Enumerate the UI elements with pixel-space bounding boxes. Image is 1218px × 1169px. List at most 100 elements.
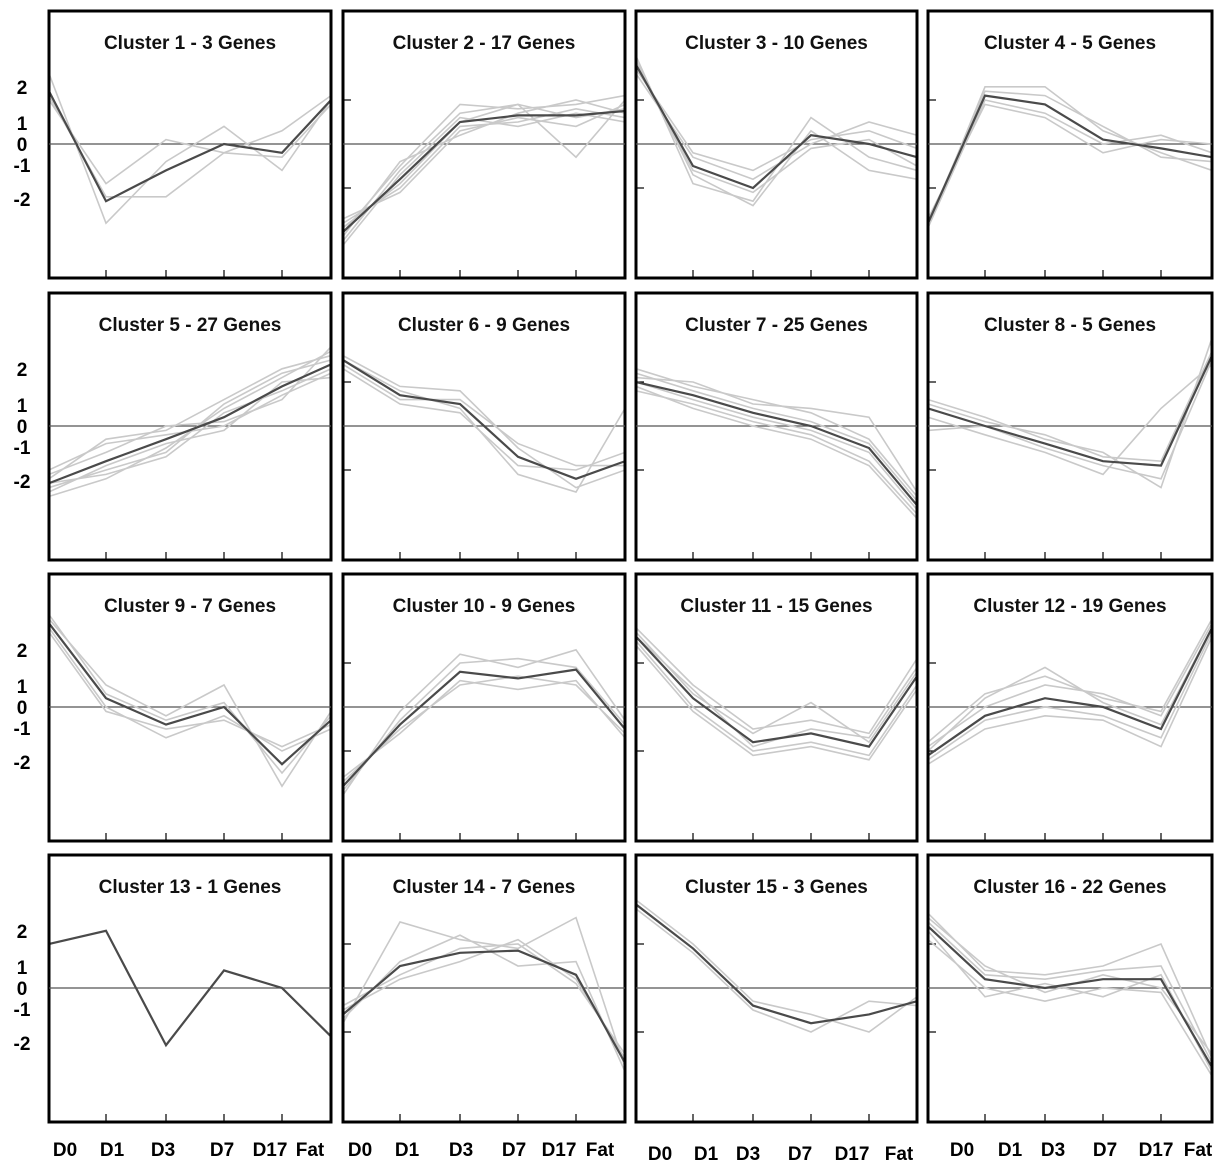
panel-title: Cluster 11 - 15 Genes — [680, 596, 872, 617]
gene-profile-line — [637, 645, 916, 761]
gene-profile-line — [344, 657, 624, 791]
gene-profile-line — [50, 347, 330, 475]
x-tick-label: D3 — [1041, 1140, 1065, 1161]
cluster-mean-line — [637, 381, 916, 506]
gene-profile-line — [929, 931, 1211, 1071]
gene-profile-line — [344, 675, 624, 782]
gene-profile-line — [929, 913, 1211, 1058]
panel-title: Cluster 10 - 9 Genes — [393, 596, 576, 617]
gene-profile-line — [929, 86, 1211, 227]
panel-title: Cluster 15 - 3 Genes — [685, 877, 868, 898]
panel-lines — [929, 86, 1211, 227]
panel-lines — [344, 355, 624, 493]
x-tick-label: D1 — [100, 1140, 125, 1161]
x-tick-label: D0 — [950, 1140, 974, 1161]
x-tick-label: Fat — [1184, 1140, 1213, 1161]
gene-profile-line — [50, 95, 330, 185]
cluster-mean-line — [929, 628, 1211, 756]
y-tick-label: 0 — [17, 698, 28, 719]
gene-profile-line — [637, 61, 916, 207]
panel-title: Cluster 13 - 1 Genes — [99, 877, 282, 898]
gene-profile-line — [929, 103, 1211, 218]
panel-lines — [637, 368, 916, 518]
gene-profile-line — [637, 390, 916, 514]
gene-profile-line — [929, 939, 1211, 1076]
gene-profile-line — [929, 352, 1211, 463]
y-tick-label: 2 — [17, 641, 28, 662]
panel-title: Cluster 2 - 17 Genes — [393, 33, 576, 54]
y-tick-label: -2 — [14, 190, 31, 211]
gene-profile-line — [344, 916, 624, 1066]
gene-profile-line — [929, 90, 1211, 222]
gene-profile-line — [637, 628, 916, 735]
y-tick-label: 2 — [17, 360, 28, 381]
gene-profile-line — [637, 641, 916, 757]
y-tick-label: -2 — [14, 1034, 31, 1055]
y-tick-label: 2 — [17, 78, 28, 99]
panel-title: Cluster 6 - 9 Genes — [398, 315, 570, 336]
x-tick-label: Fat — [586, 1140, 615, 1161]
gene-profile-line — [637, 900, 916, 1033]
gene-profile-line — [50, 619, 330, 788]
x-tick-label: D7 — [210, 1140, 234, 1161]
y-tick-label: 0 — [17, 979, 28, 1000]
y-tick-label: -2 — [14, 753, 31, 774]
gene-profile-line — [929, 633, 1211, 760]
gene-profile-line — [344, 368, 624, 471]
gene-profile-line — [344, 943, 624, 1054]
gene-profile-line — [344, 99, 624, 236]
y-tick-label: -1 — [14, 1000, 31, 1021]
gene-profile-line — [637, 908, 916, 1033]
panel-title: Cluster 5 - 27 Genes — [99, 315, 282, 336]
gene-profile-line — [637, 57, 916, 203]
cluster-mean-line — [50, 623, 330, 766]
y-tick-label: 1 — [17, 396, 28, 417]
panel-lines — [344, 916, 624, 1071]
gene-profile-line — [637, 381, 916, 510]
cluster-mean-line — [929, 94, 1211, 223]
panel-lines — [50, 347, 330, 497]
gene-profile-line — [929, 922, 1211, 1062]
panel-lines — [637, 900, 916, 1033]
panel-title: Cluster 12 - 19 Genes — [973, 596, 1166, 617]
gene-profile-line — [344, 355, 624, 489]
gene-profile-line — [344, 679, 624, 778]
gene-profile-line — [929, 637, 1211, 765]
gene-profile-line — [50, 376, 330, 493]
gene-profile-line — [929, 624, 1211, 747]
panel-lines — [344, 648, 624, 795]
cluster-mean-line — [344, 110, 624, 233]
x-tick-label: D3 — [151, 1140, 175, 1161]
cluster-mean-line — [50, 929, 330, 1048]
gene-profile-line — [929, 620, 1211, 742]
x-tick-label: D1 — [694, 1144, 719, 1165]
cluster-mean-line — [637, 904, 916, 1025]
gene-profile-line — [929, 361, 1211, 480]
y-tick-label: -1 — [14, 156, 31, 177]
cluster-mean-line — [637, 65, 916, 190]
y-tick-label: 1 — [17, 958, 28, 979]
panel-lines — [50, 929, 330, 1048]
gene-profile-line — [50, 632, 330, 748]
gene-profile-line — [50, 355, 330, 479]
panel-lines — [637, 57, 916, 207]
gene-profile-line — [344, 100, 624, 228]
y-tick-label: 0 — [17, 417, 28, 438]
gene-profile-line — [637, 372, 916, 501]
panel-lines — [50, 75, 330, 225]
cluster-mean-line — [344, 949, 624, 1063]
x-tick-label: D17 — [542, 1140, 577, 1161]
panel-title: Cluster 7 - 25 Genes — [685, 315, 868, 336]
x-tick-label: D1 — [395, 1140, 420, 1161]
gene-profile-line — [929, 628, 1211, 751]
x-tick-label: D3 — [736, 1144, 760, 1165]
x-tick-label: D0 — [648, 1144, 672, 1165]
panel-title: Cluster 9 - 7 Genes — [104, 596, 276, 617]
panel-title: Cluster 4 - 5 Genes — [984, 33, 1156, 54]
x-tick-label: D7 — [1093, 1140, 1117, 1161]
cluster-mean-line — [344, 359, 624, 480]
panel-title: Cluster 1 - 3 Genes — [104, 33, 276, 54]
x-tick-label: D7 — [788, 1144, 812, 1165]
panel-lines — [637, 628, 916, 761]
